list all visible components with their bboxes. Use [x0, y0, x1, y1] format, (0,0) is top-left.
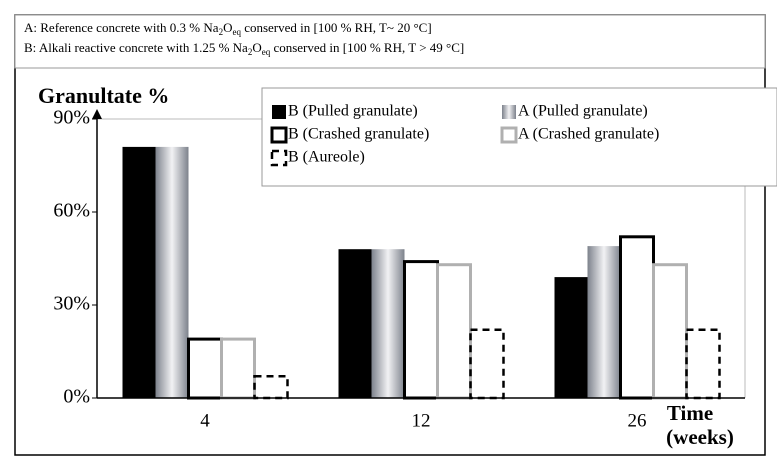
- legend-box: [261, 87, 777, 187]
- bar: [403, 260, 439, 400]
- bar: [619, 235, 655, 400]
- bar: [371, 249, 405, 398]
- legend-label: A (Crashed granulate): [518, 126, 659, 143]
- legend-label: B (Crashed granulate): [288, 126, 429, 143]
- bar: [253, 375, 289, 400]
- y-tick-label: 0%: [63, 386, 90, 408]
- legend-label: B (Pulled granulate): [288, 103, 418, 120]
- x-tick-label: 26: [628, 410, 647, 431]
- annotation-part: eq: [262, 47, 271, 57]
- bar: [469, 328, 505, 400]
- annotation: A: Reference concrete with 0.3 % Na2Oeq …: [24, 20, 432, 37]
- legend-swatch: [270, 149, 288, 167]
- bar: [652, 263, 688, 400]
- legend-swatch: [500, 126, 518, 144]
- bar: [122, 146, 156, 398]
- bar: [554, 277, 588, 398]
- y-tick-label: 30%: [53, 293, 90, 315]
- annotation-part: A: Reference concrete with 0.3 % Na: [24, 20, 219, 35]
- annotation-part: conserved in [100 % RH, T~ 20 °C]: [241, 20, 432, 35]
- x-tick-label: 4: [200, 410, 210, 431]
- bar: [587, 246, 621, 398]
- bar: [220, 337, 256, 400]
- legend-label: A (Pulled granulate): [518, 103, 648, 120]
- x-axis-label: (weeks): [666, 425, 734, 449]
- bar: [187, 337, 223, 400]
- annotation: B: Alkali reactive concrete with 1.25 % …: [24, 40, 464, 57]
- legend-swatch: [502, 105, 516, 119]
- legend-swatch: [272, 105, 286, 119]
- y-tick-label: 60%: [53, 200, 90, 222]
- annotation-part: O: [252, 40, 261, 55]
- annotation-part: eq: [232, 27, 241, 37]
- annotation-box: [14, 14, 766, 69]
- annotation-part: 2: [248, 47, 253, 57]
- bar: [338, 249, 372, 398]
- annotation-part: 2: [219, 27, 224, 37]
- annotation-part: O: [223, 20, 232, 35]
- annotation-part: B: Alkali reactive concrete with 1.25 % …: [24, 40, 248, 55]
- y-axis-label: Granultate %: [38, 83, 169, 108]
- annotation-part: conserved in [100 % RH, T > 49 °C]: [270, 40, 464, 55]
- bar: [155, 146, 189, 398]
- x-tick-label: 12: [412, 410, 431, 431]
- legend-label: B (Aureole): [288, 149, 365, 166]
- bar: [436, 263, 472, 400]
- legend-swatch: [270, 126, 288, 144]
- y-axis-arrow: [92, 109, 102, 119]
- bar: [685, 328, 721, 400]
- x-axis-label: Time: [667, 401, 713, 425]
- y-tick-label: 90%: [53, 107, 90, 129]
